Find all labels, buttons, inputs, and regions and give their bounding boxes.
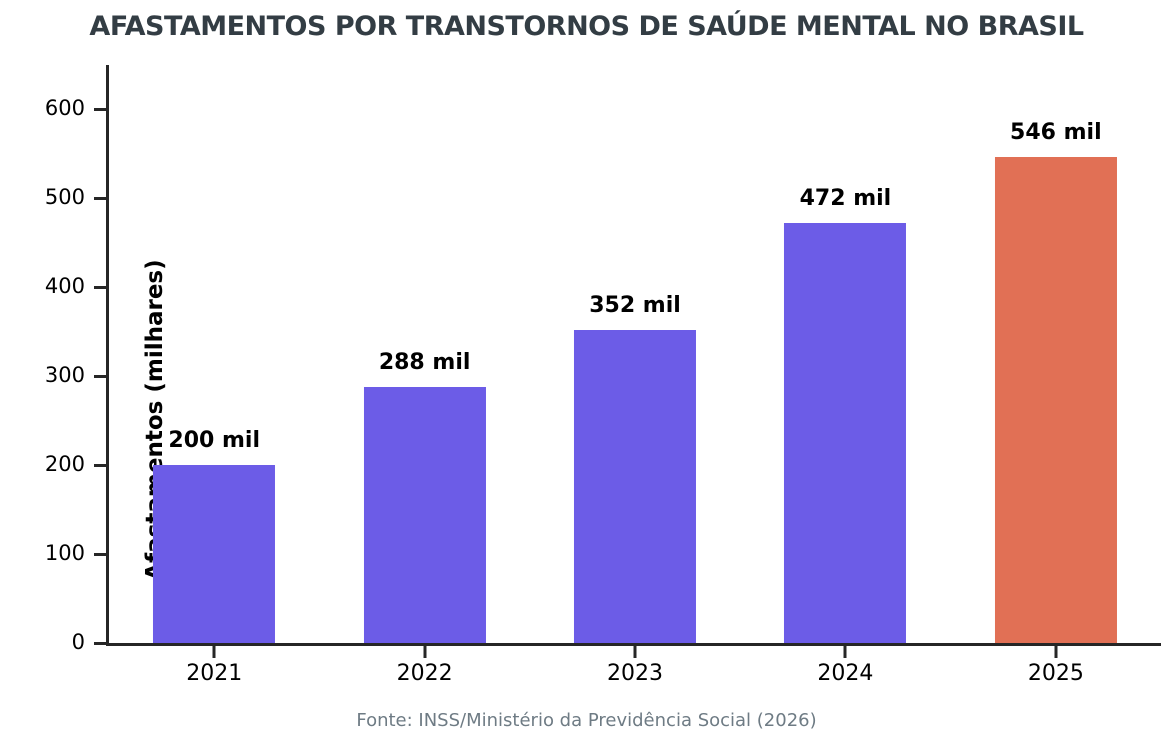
y-tick-mark — [94, 641, 106, 645]
y-tick-label: 400 — [44, 274, 85, 299]
bar-2025 — [994, 157, 1117, 643]
bar-value-label-2022: 288 mil — [378, 349, 471, 375]
source-caption: Fonte: INSS/Ministério da Previdência So… — [356, 710, 817, 731]
plot-area: Afastamentos (milhares) 0 100 200 300 400 500… — [45, 65, 1161, 686]
y-tick-label: 0 — [71, 630, 85, 654]
x-tick-mark — [633, 646, 637, 658]
x-tick-mark — [212, 646, 216, 658]
y-tick-label: 300 — [44, 363, 85, 388]
y-tick-mark — [94, 107, 106, 111]
bar-value-label-2024: 472 mil — [799, 186, 892, 212]
bar-slot-2022: 288 mil 2022 — [319, 65, 529, 686]
bar-slot-2023: 352 mil 2023 — [530, 65, 740, 686]
x-tick-mark — [843, 646, 847, 658]
bar-2023 — [574, 330, 697, 643]
bar-2022 — [363, 386, 486, 643]
bar-value-label-2023: 352 mil — [589, 293, 681, 318]
y-tick-mark — [94, 196, 106, 200]
bar-2021 — [153, 465, 276, 643]
y-tick-label: 600 — [44, 96, 85, 121]
y-tick-mark — [94, 374, 106, 378]
y-tick-label: 500 — [44, 185, 85, 210]
bar-value-label-2021: 200 mil — [168, 428, 260, 454]
y-tick-mark — [94, 552, 106, 556]
y-tick-mark — [94, 285, 106, 289]
x-tick-label-2025: 2025 — [1027, 661, 1084, 686]
y-tick-label: 200 — [44, 452, 85, 477]
y-tick-label: 100 — [44, 541, 85, 566]
x-tick-label-2024: 2024 — [817, 661, 874, 686]
bars-container: 200 mil 2021 288 mil 2022 352 mil 2023 472 mil… — [109, 65, 1161, 686]
chart-title: AFASTAMENTOS POR TRANSTORNOS DE SAÚDE ME… — [89, 11, 1084, 42]
bar-slot-2025: 546 mil 2025 — [951, 65, 1161, 686]
bar-slot-2024: 472 mil 2024 — [740, 65, 950, 686]
bar-slot-2021: 200 mil 2021 — [109, 65, 319, 686]
x-tick-mark — [423, 646, 427, 658]
bar-2024 — [784, 223, 907, 643]
x-tick-label-2021: 2021 — [186, 661, 243, 686]
x-tick-mark — [1054, 646, 1058, 658]
bar-value-label-2025: 546 mil — [1010, 120, 1102, 146]
x-tick-label-2022: 2022 — [396, 661, 453, 686]
x-tick-label-2023: 2023 — [607, 661, 664, 686]
y-tick-mark — [94, 463, 106, 467]
